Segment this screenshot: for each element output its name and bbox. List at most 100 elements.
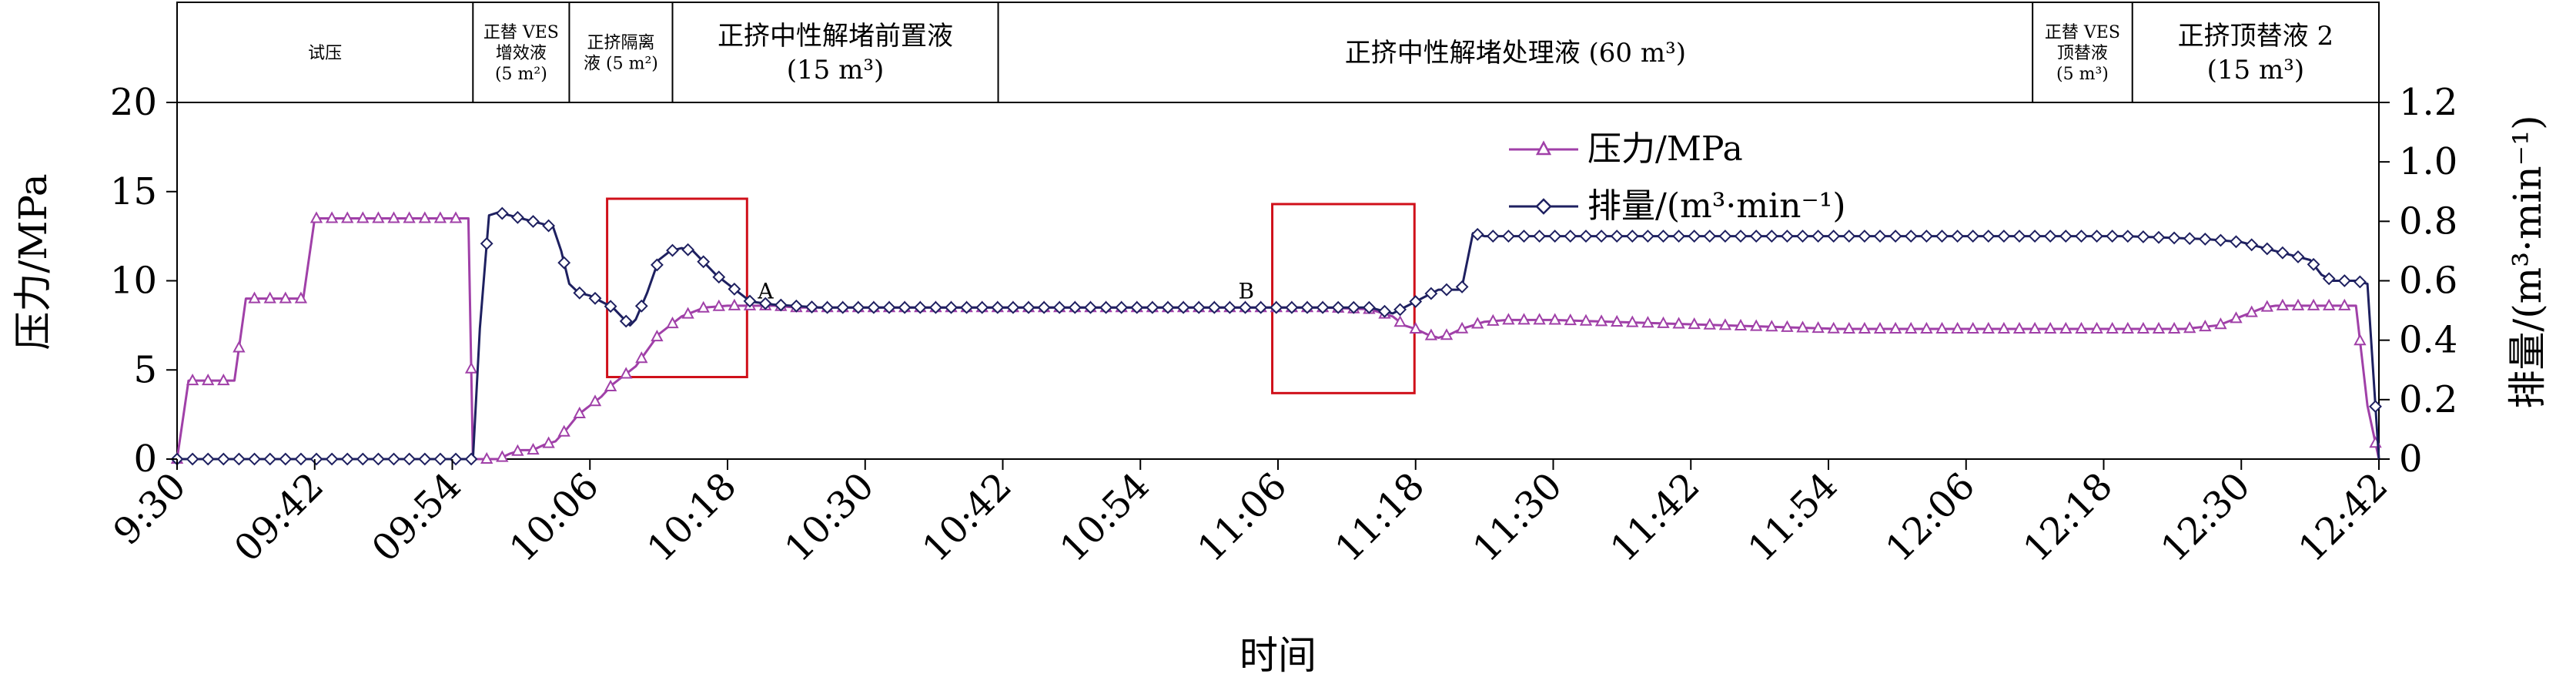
pressure-point <box>1487 314 1500 326</box>
pressure-point <box>573 406 586 418</box>
annotation-box <box>1271 203 1416 394</box>
rate-point <box>1718 230 1732 243</box>
rate-point <box>774 298 788 312</box>
rate-point <box>2136 230 2150 243</box>
pressure-point <box>1796 320 1809 333</box>
rate-point <box>232 452 246 466</box>
rate-point <box>1455 280 1469 293</box>
pressure-point <box>2338 298 2351 310</box>
pressure-point <box>1594 314 1608 327</box>
pressure-point <box>294 291 308 303</box>
x-tick-label: 11:18 <box>1327 464 1433 570</box>
pressure-point <box>1424 328 1438 340</box>
rate-point <box>2260 242 2274 256</box>
pressure-point <box>542 436 555 448</box>
rate-point <box>758 297 772 310</box>
y-tick-label: 5 <box>133 348 157 391</box>
pressure-point <box>2028 321 2042 334</box>
rate-point <box>279 452 293 466</box>
pressure-point <box>248 291 261 303</box>
rate-point <box>1842 230 1856 243</box>
stage-label: 正挤中性解堵前置液 <box>718 21 953 52</box>
pressure-point <box>1703 317 1716 330</box>
rate-point <box>1625 230 1639 243</box>
pressure-point <box>217 374 230 386</box>
rate-point <box>527 215 540 228</box>
x-tick-label: 10:06 <box>501 464 607 570</box>
pressure-point <box>1517 313 1531 325</box>
y2-tick-label: 0.6 <box>2399 260 2457 303</box>
pressure-point <box>604 379 617 391</box>
pressure-point <box>666 317 679 329</box>
rate-point <box>1564 230 1577 243</box>
pressure-point <box>1409 321 1422 334</box>
rate-point <box>1517 230 1531 243</box>
pressure-point <box>186 374 199 386</box>
legend: 压力/MPa 排量/(m³·min⁻¹) <box>1509 129 1846 226</box>
rate-point <box>2059 230 2073 243</box>
pressure-point <box>480 451 493 464</box>
rate-point <box>867 300 881 314</box>
rate-point <box>1812 230 1825 243</box>
rate-point <box>1115 300 1129 314</box>
rate-point <box>2369 400 2382 414</box>
rate-point <box>1440 283 1454 297</box>
stage-label: 顶替液 <box>2057 44 2108 63</box>
rate-point <box>836 300 850 314</box>
pressure-point <box>2136 321 2150 334</box>
stage-label: 试压 <box>308 44 342 63</box>
rate-point <box>1594 230 1608 243</box>
pressure-point <box>2012 321 2026 334</box>
rate-point <box>1223 300 1236 314</box>
pressure-point <box>635 351 648 364</box>
pressure-point <box>449 211 463 223</box>
pressure-point <box>1750 319 1763 331</box>
rate-point <box>2121 230 2135 243</box>
pressure-point <box>620 367 633 379</box>
pressure-point <box>1533 313 1546 325</box>
legend-rate-label: 排量/(m³·min⁻¹) <box>1587 186 1846 226</box>
legend-rate-marker <box>1535 198 1552 215</box>
rate-point <box>2337 274 2351 287</box>
rate-point <box>1270 300 1283 314</box>
y-tick-label: 20 <box>110 81 157 124</box>
pressure-point <box>1672 317 1685 329</box>
rate-point <box>604 300 617 314</box>
rate-point <box>2075 230 2088 243</box>
pressure-point <box>2323 298 2336 310</box>
rate-point <box>1486 230 1500 243</box>
rate-point <box>728 282 741 296</box>
pressure-point <box>433 211 447 223</box>
rate-point <box>387 452 400 466</box>
pressure-point <box>279 291 292 303</box>
pressure-point <box>1812 321 1825 334</box>
stage-label: (15 m³) <box>2207 55 2304 86</box>
pressure-point <box>511 444 524 456</box>
pressure-point <box>1657 316 1670 328</box>
pressure-point <box>2183 321 2196 334</box>
rate-point <box>1146 300 1159 314</box>
rate-point <box>650 258 664 272</box>
pressure-point <box>1471 317 1484 329</box>
pressure-point <box>263 291 276 303</box>
stage-label: 正替 VES <box>483 23 559 42</box>
x-tick-label: 11:42 <box>1602 464 1708 570</box>
pressure-point <box>1781 320 1794 332</box>
rate-point <box>371 452 385 466</box>
pressure-point <box>2214 317 2227 330</box>
pressure-point <box>464 361 478 374</box>
y2-tick-label: 0 <box>2399 438 2423 481</box>
stage-label: 正挤隔离 <box>587 34 654 53</box>
rate-point <box>325 452 339 466</box>
rate-point <box>1192 300 1206 314</box>
pressure-point <box>1564 314 1577 326</box>
pressure-point <box>557 424 570 437</box>
x-tick-label: 11:54 <box>1740 464 1845 570</box>
rate-point <box>1688 230 1701 243</box>
pressure-point <box>1827 321 1840 334</box>
rate-point <box>697 255 711 269</box>
pressure-point <box>418 211 431 223</box>
x-tick-label: 12:06 <box>1878 464 1983 570</box>
rate-point <box>789 299 803 313</box>
legend-pressure-marker <box>1535 140 1552 156</box>
